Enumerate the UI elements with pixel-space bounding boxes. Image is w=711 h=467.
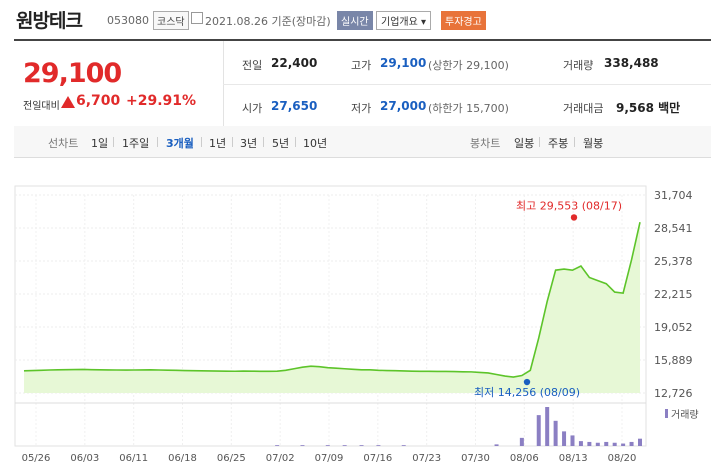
period-10y[interactable]: 10년 — [303, 137, 328, 150]
y-tick-label: 12,726 — [654, 387, 693, 400]
turnover-label: 거래대금 — [563, 102, 604, 115]
change-label: 전일대비 — [23, 101, 60, 112]
company-info-label: 기업개요 — [381, 17, 418, 28]
volume-bar — [376, 445, 381, 446]
period-5y[interactable]: 5년 — [272, 137, 290, 150]
x-tick-label: 07/02 — [266, 453, 295, 464]
price-line — [23, 221, 641, 378]
period-1y[interactable]: 1년 — [209, 137, 227, 150]
y-tick-label: 22,215 — [654, 288, 693, 301]
period-selector: 선차트 1일 1주일 3개월 1년 3년 5년 10년 봉차트 일봉 주봉 월봉 — [14, 126, 711, 158]
volume-bar — [342, 445, 347, 446]
as-of-date: 2021.08.26 기준(장마감) — [205, 15, 331, 28]
y-tick-label: 31,704 — [654, 189, 693, 202]
high-annotation: 최고 29,553 (08/17) — [516, 199, 622, 212]
x-tick-label: 06/18 — [168, 453, 197, 464]
market-badge: 코스닥 — [153, 11, 189, 30]
y-tick-label: 19,052 — [654, 321, 693, 334]
volume-bar — [562, 431, 567, 446]
low-value: 27,000 — [380, 99, 427, 113]
x-tick-label: 07/09 — [315, 453, 344, 464]
y-tick-label: 15,889 — [654, 354, 693, 367]
volume-bar — [519, 437, 524, 446]
volume-bar — [570, 435, 575, 446]
candle-weekly[interactable]: 주봉 — [548, 137, 569, 150]
prev-close-label: 전일 — [242, 59, 263, 72]
volume-bar — [275, 445, 280, 446]
x-tick-label: 06/03 — [70, 453, 99, 464]
volume-bar — [545, 407, 550, 446]
volume-legend-swatch — [665, 409, 668, 418]
x-tick-label: 07/30 — [461, 453, 490, 464]
stock-header: 원방테크 053080 코스닥 2021.08.26 기준(장마감) 실시간 기… — [0, 0, 711, 38]
change-value: 6,700 — [76, 93, 121, 109]
calendar-icon — [191, 12, 203, 24]
volume-bar — [359, 445, 364, 446]
low-marker — [523, 378, 531, 386]
volume-bar — [578, 441, 583, 446]
low-annotation: 최저 14,256 (08/09) — [474, 386, 580, 399]
y-tick-label: 28,541 — [654, 222, 693, 235]
price-summary: 29,100 전일대비 6,700 +29.91% 전일 22,400 고가 2… — [14, 39, 711, 128]
open-value: 27,650 — [271, 99, 318, 113]
volume-label: 거래량 — [563, 59, 594, 72]
period-1w[interactable]: 1주일 — [122, 137, 150, 150]
x-tick-label: 08/13 — [559, 453, 588, 464]
candle-monthly[interactable]: 월봉 — [583, 137, 604, 150]
chevron-down-icon: ▾ — [421, 17, 427, 28]
low-label: 저가 — [351, 102, 372, 115]
x-tick-label: 08/20 — [608, 453, 637, 464]
volume-bar — [325, 445, 330, 446]
volume-bar — [595, 442, 600, 446]
change-percent: +29.91% — [126, 93, 197, 109]
period-1d[interactable]: 1일 — [91, 137, 109, 150]
volume-bar — [300, 445, 305, 446]
volume-bar — [494, 444, 499, 446]
high-label: 고가 — [351, 59, 372, 72]
chart-frame — [14, 185, 647, 447]
company-info-dropdown[interactable]: 기업개요 ▾ — [376, 11, 432, 30]
candle-daily[interactable]: 일봉 — [514, 137, 535, 150]
lower-limit: (하한가 15,700) — [428, 102, 509, 115]
volume-bar — [401, 445, 406, 446]
high-marker — [570, 214, 578, 221]
turnover-value: 9,568 백만 — [616, 101, 681, 115]
y-tick-label: 25,378 — [654, 255, 693, 268]
x-tick-label: 07/23 — [412, 453, 441, 464]
period-3y[interactable]: 3년 — [240, 137, 258, 150]
x-tick-label: 05/26 — [22, 453, 51, 464]
volume-legend-label: 거래량 — [671, 409, 699, 421]
x-tick-label: 08/06 — [510, 453, 539, 464]
realtime-button[interactable]: 실시간 — [337, 11, 373, 30]
stock-name: 원방테크 — [16, 10, 83, 32]
volume-bar — [536, 415, 541, 446]
up-arrow-icon — [61, 96, 75, 108]
volume-bar — [604, 441, 609, 446]
prev-close-value: 22,400 — [271, 56, 318, 70]
stock-code: 053080 — [107, 14, 149, 27]
high-value: 29,100 — [380, 56, 427, 70]
open-label: 시가 — [242, 102, 263, 115]
volume-bar — [553, 420, 558, 446]
upper-limit: (상한가 29,100) — [428, 59, 509, 72]
period-3m[interactable]: 3개월 — [166, 137, 194, 150]
x-tick-label: 06/11 — [119, 453, 148, 464]
x-tick-label: 07/16 — [363, 453, 392, 464]
divider — [223, 84, 711, 85]
candle-chart-label: 봉차트 — [470, 137, 501, 150]
volume-bar — [629, 441, 634, 446]
volume-bar — [612, 442, 617, 446]
x-tick-label: 06/25 — [217, 453, 246, 464]
volume-bar — [587, 441, 592, 446]
investment-warning-badge[interactable]: 투자경고 — [441, 11, 486, 30]
price-area — [24, 222, 640, 393]
line-chart-label: 선차트 — [48, 137, 79, 150]
volume-bar — [638, 438, 642, 446]
current-price: 29,100 — [23, 58, 122, 89]
volume-bar — [621, 443, 626, 446]
volume-value: 338,488 — [604, 56, 659, 70]
